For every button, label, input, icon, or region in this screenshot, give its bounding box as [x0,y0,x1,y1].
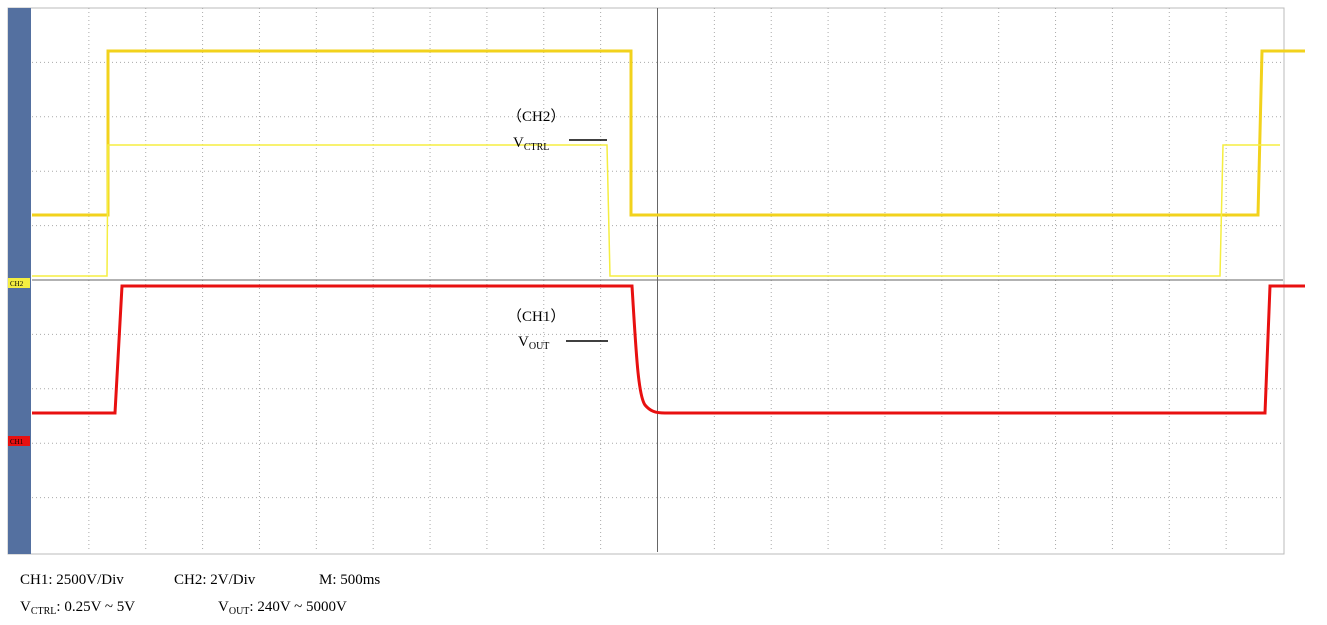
ch2-label: （CH2） [507,108,565,125]
caption-time: M: 500ms [319,572,380,588]
subscript: CTRL [31,606,57,617]
caption-ch1: CH1: 2500V/Div [20,572,124,588]
symbol: V [218,599,229,615]
ch2-signal: VCTRL [513,135,549,153]
ch1-marker-label: CH1 [10,438,24,446]
ch1-label: （CH1） [507,308,565,325]
subscript: OUT [229,606,250,617]
ch1-signal: VOUT [518,334,549,352]
range: : 0.25V ~ 5V [56,599,135,615]
caption-ctrl: VCTRL: 0.25V ~ 5V [20,599,135,617]
ch1-marker [8,436,30,446]
subscript: CTRL [524,142,550,153]
ch2-marker-label: CH2 [10,280,24,288]
ch2-trace [32,144,1280,277]
screen [7,7,1285,555]
symbol: V [513,135,524,151]
grid [32,8,1283,552]
symbol: V [518,334,529,350]
range: : 240V ~ 5000V [249,599,347,615]
caption-out: VOUT: 240V ~ 5000V [218,599,347,617]
symbol: V [20,599,31,615]
subscript: OUT [529,341,550,352]
ch2-marker [8,278,30,288]
caption-ch2: CH2: 2V/Div [174,572,256,588]
ch1-trace [32,284,1305,415]
